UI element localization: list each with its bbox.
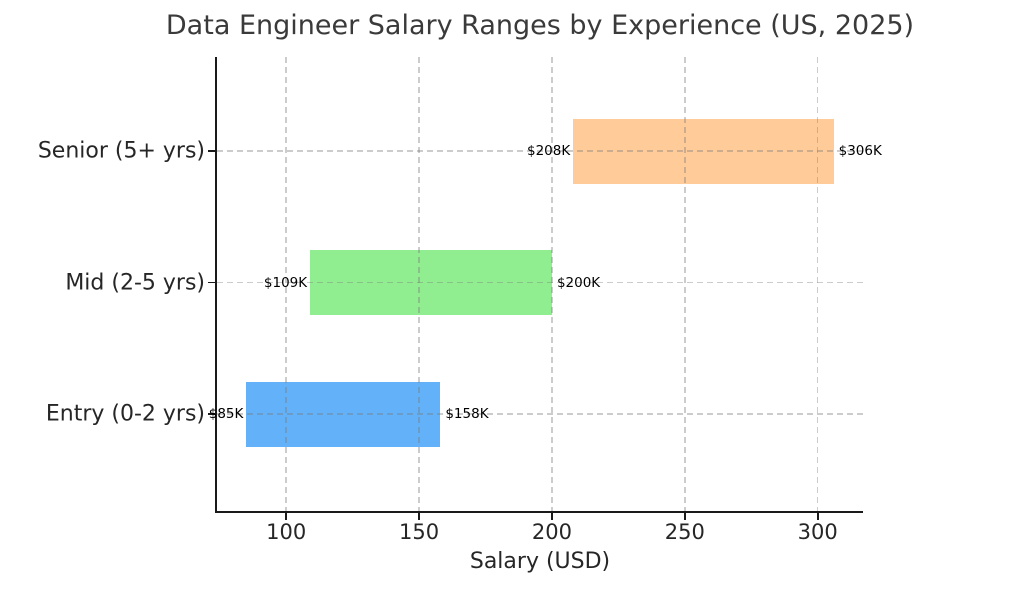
x-tick-label: 200 [531, 520, 572, 544]
y-category-label: Senior (5+ yrs) [37, 138, 205, 164]
bar-max-value-label: $200K [556, 274, 601, 291]
x-tick-label: 150 [399, 520, 440, 544]
salary-range-bar [573, 118, 834, 184]
x-tick-mark [816, 513, 819, 520]
x-tick-mark [683, 513, 686, 520]
y-tick-mark [208, 281, 215, 284]
vertical-gridline [551, 57, 553, 511]
bar-min-value-label: $85K [208, 406, 244, 422]
salary-range-bar [246, 381, 441, 447]
x-tick-label: 100 [266, 520, 307, 544]
y-category-label: Mid (2-5 yrs) [65, 270, 205, 295]
horizontal-gridline [217, 150, 863, 152]
x-tick-label: 300 [797, 520, 838, 544]
y-tick-mark [208, 150, 215, 152]
x-axis-label: Salary (USD) [469, 549, 611, 574]
vertical-gridline [684, 57, 686, 511]
y-axis-spine [215, 57, 217, 513]
x-tick-mark [418, 513, 420, 520]
salary-range-bar [310, 250, 552, 315]
vertical-gridline [418, 57, 420, 511]
horizontal-gridline [217, 281, 863, 284]
y-category-label: Entry (0-2 yrs) [45, 401, 205, 427]
bar-min-value-label: $109K [263, 274, 308, 291]
horizontal-gridline [217, 413, 863, 415]
x-tick-mark [551, 513, 553, 520]
vertical-gridline [285, 57, 287, 511]
y-tick-mark [208, 413, 215, 415]
bar-max-value-label: $158K [445, 406, 489, 422]
bar-min-value-label: $208K [526, 143, 571, 159]
x-tick-label: 250 [664, 520, 705, 544]
x-tick-mark [285, 513, 288, 520]
chart-title: Data Engineer Salary Ranges by Experienc… [165, 10, 915, 41]
bar-max-value-label: $306K [838, 143, 882, 159]
vertical-gridline [816, 57, 819, 511]
x-axis-spine [215, 511, 863, 513]
